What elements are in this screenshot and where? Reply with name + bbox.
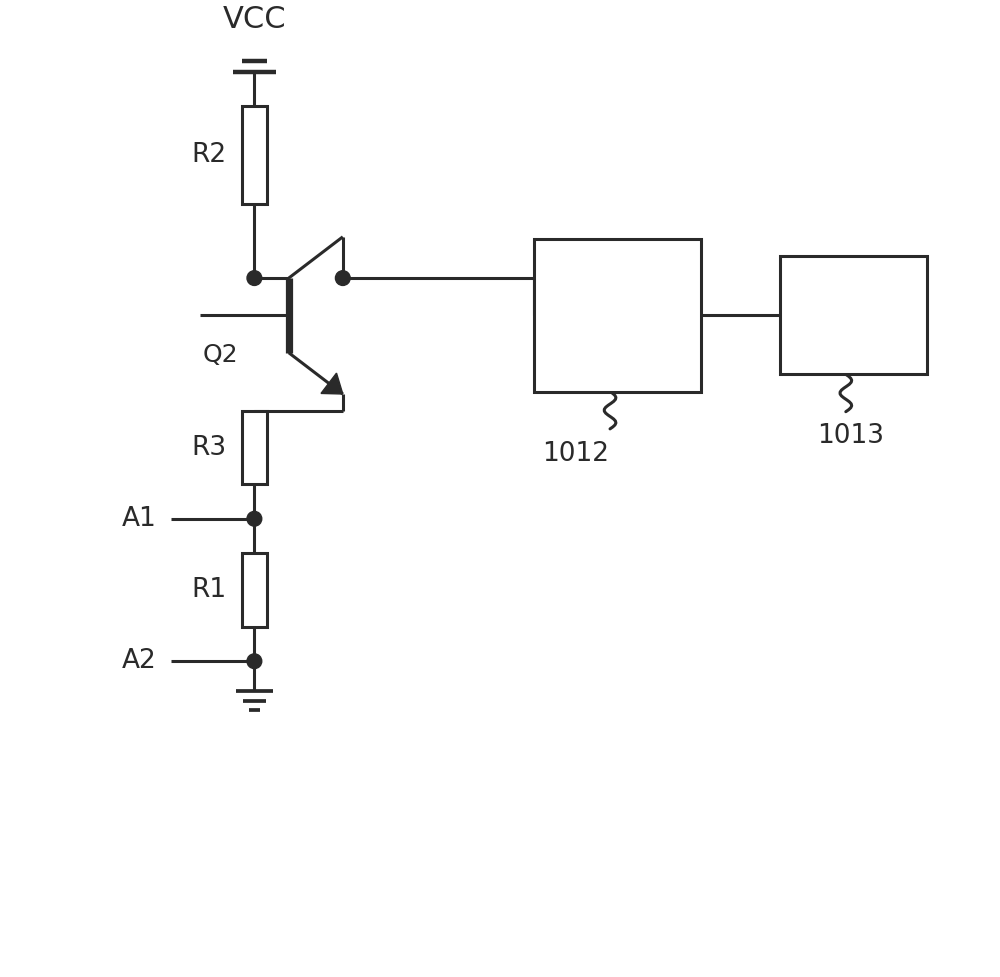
Circle shape — [247, 271, 262, 285]
Text: 触发: 触发 — [598, 281, 638, 315]
Text: 1012: 1012 — [542, 441, 609, 467]
Text: R2: R2 — [192, 143, 227, 168]
Text: 控制器: 控制器 — [824, 299, 884, 332]
Text: A1: A1 — [121, 506, 156, 531]
Circle shape — [247, 654, 262, 668]
Bar — [780, 256, 927, 374]
Text: 单元: 单元 — [598, 323, 638, 357]
Text: 1013: 1013 — [817, 423, 884, 449]
Bar — [242, 553, 267, 627]
Circle shape — [335, 271, 350, 285]
Text: VCC: VCC — [223, 6, 286, 34]
Bar — [242, 410, 267, 485]
Text: Q2: Q2 — [202, 343, 238, 367]
Polygon shape — [321, 373, 343, 394]
Bar — [242, 106, 267, 204]
Bar — [534, 239, 701, 392]
Text: A2: A2 — [121, 648, 156, 674]
Text: R3: R3 — [192, 435, 227, 460]
Circle shape — [247, 511, 262, 527]
Text: R1: R1 — [192, 577, 227, 603]
